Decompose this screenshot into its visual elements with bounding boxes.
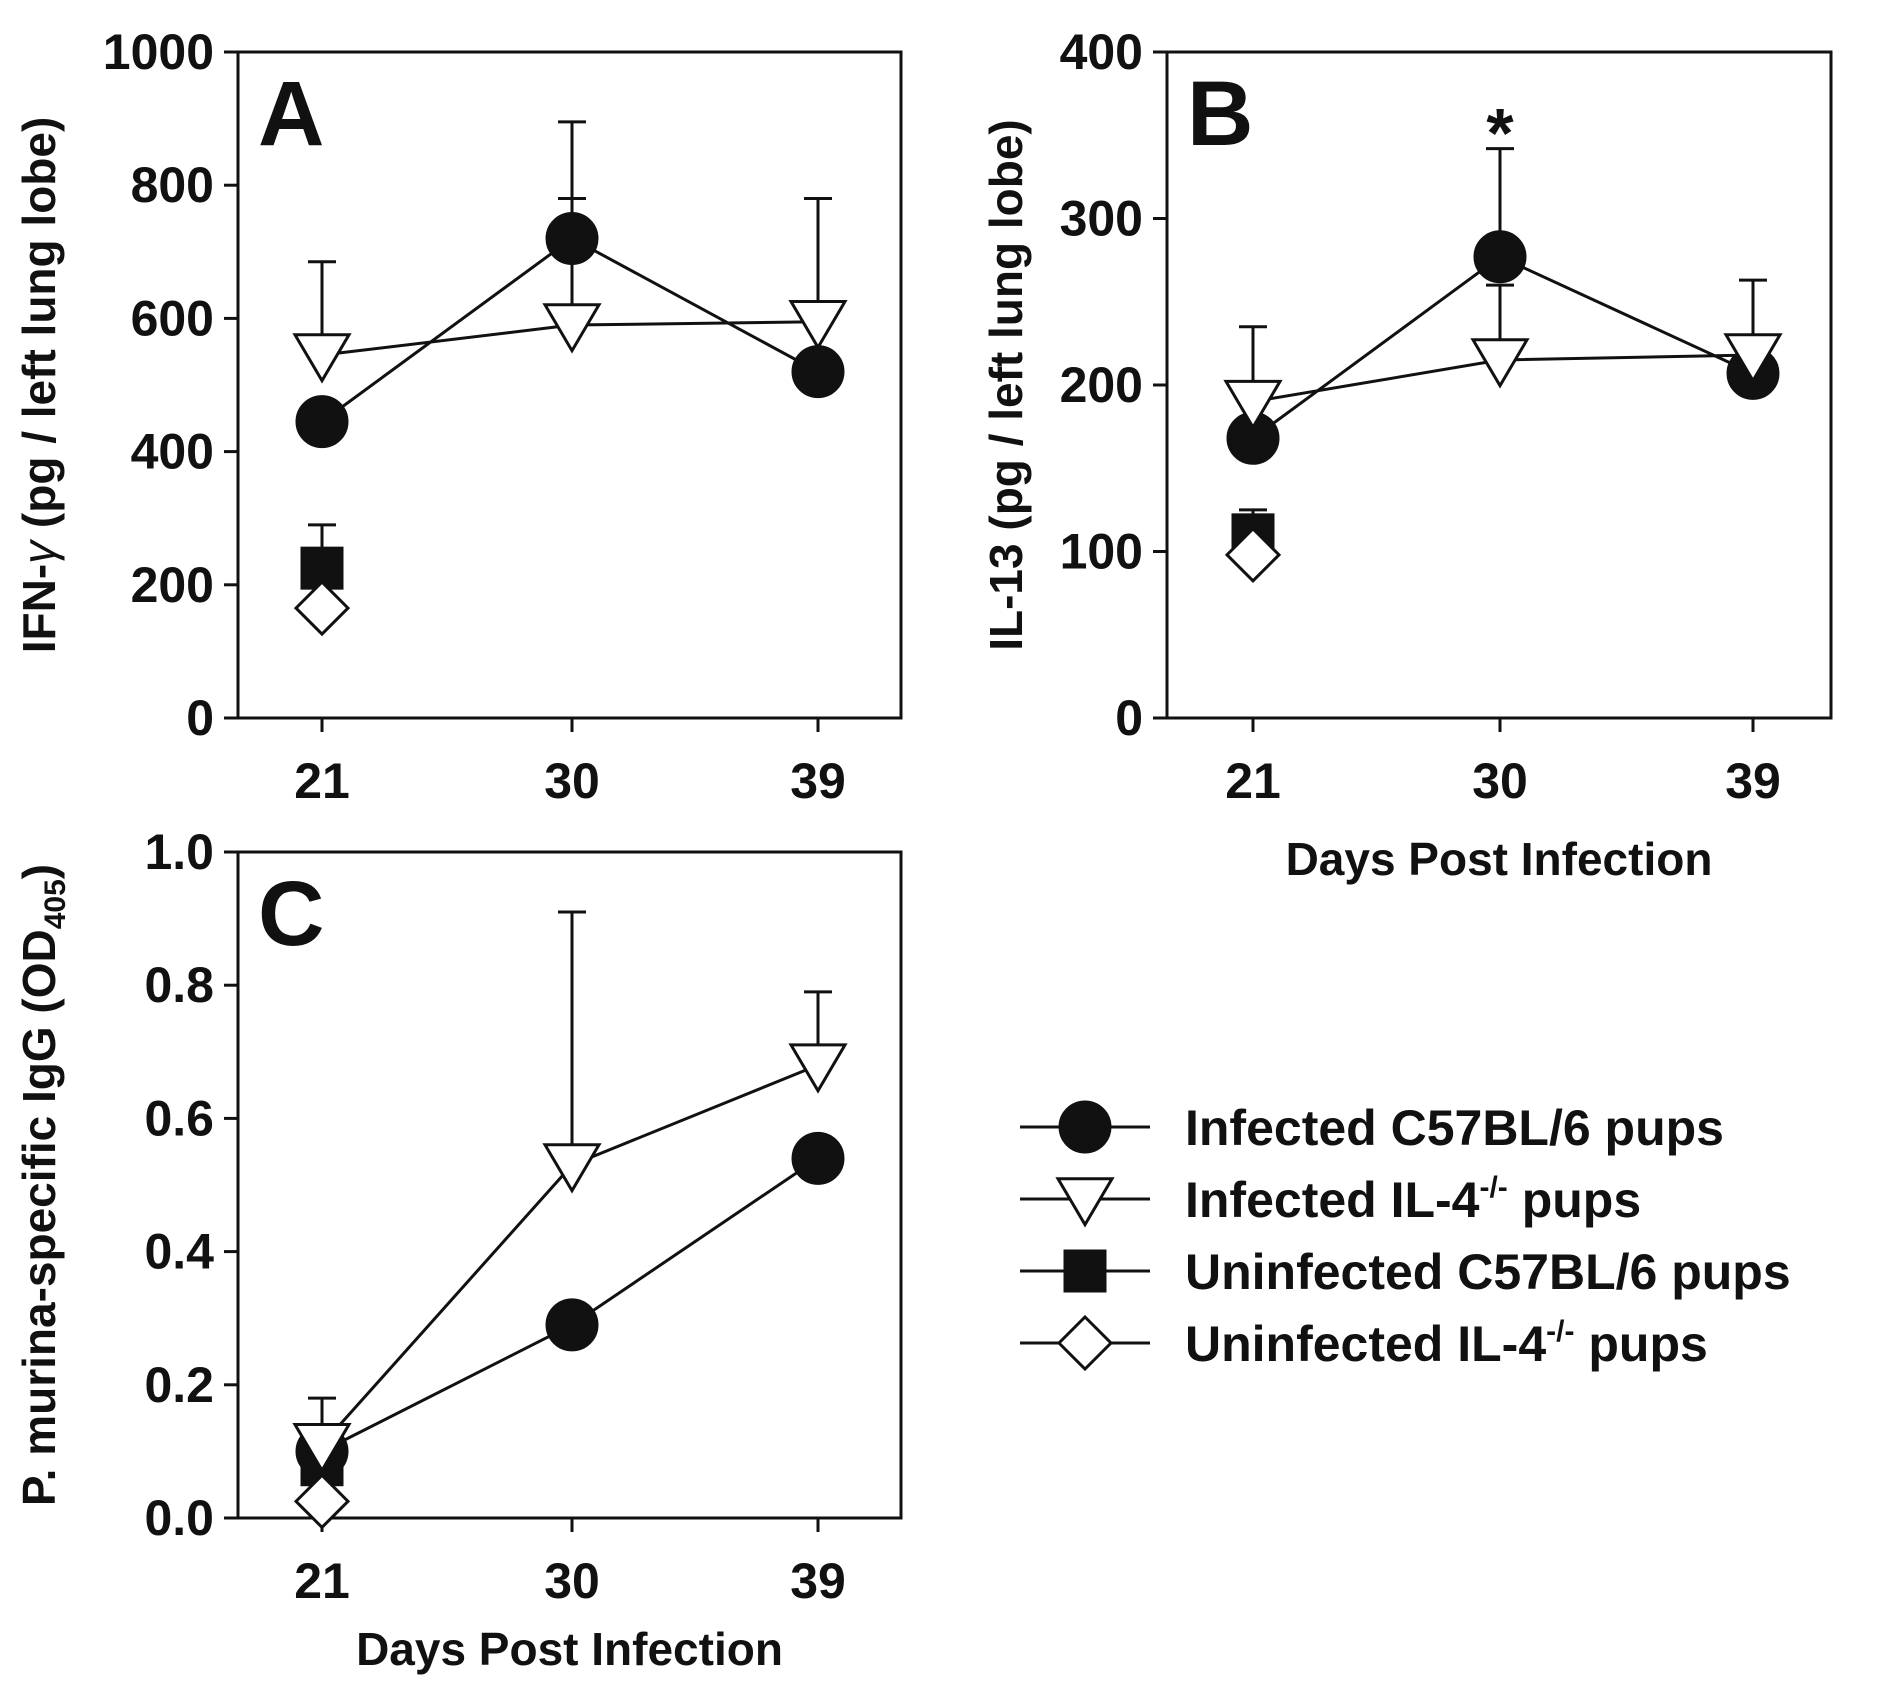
data-point-inf_il4 bbox=[788, 1043, 848, 1094]
y-tick-label: 0.0 bbox=[144, 1490, 214, 1546]
x-tick-label: 39 bbox=[790, 753, 846, 809]
y-tick-label: 400 bbox=[1060, 24, 1143, 80]
legend-label-text: Infected C57BL/6 pups bbox=[1185, 1100, 1724, 1156]
x-tick-label: 21 bbox=[294, 1553, 350, 1609]
data-point-uninf_il4 bbox=[1224, 526, 1282, 583]
x-tick-label: 39 bbox=[1725, 753, 1781, 809]
y-tick-label: 400 bbox=[131, 424, 214, 480]
legend-label-text: Uninfected IL-4 bbox=[1185, 1316, 1546, 1372]
legend-marker bbox=[1058, 1100, 1112, 1154]
y-axis-label-part: IFN- bbox=[13, 564, 65, 653]
x-axis-label: Days Post Infection bbox=[1286, 833, 1713, 885]
legend-label: Uninfected IL-4-/- pups bbox=[1185, 1315, 1708, 1372]
legend-label: Infected IL-4-/- pups bbox=[1185, 1171, 1641, 1228]
data-point-inf_c57 bbox=[295, 395, 349, 449]
x-tick-label: 21 bbox=[294, 753, 350, 809]
legend-label: Infected C57BL/6 pups bbox=[1185, 1100, 1724, 1156]
y-tick-label: 200 bbox=[1060, 357, 1143, 413]
plot-frame bbox=[236, 50, 903, 720]
legend-marker bbox=[1056, 1314, 1114, 1372]
y-tick-label: 0.8 bbox=[144, 957, 214, 1013]
y-axis-label-part: IL-13 (pg / left lung lobe) bbox=[980, 119, 1032, 651]
panel-letter: A bbox=[258, 63, 324, 165]
data-point-inf_il4 bbox=[292, 333, 352, 384]
y-tick-label: 0.6 bbox=[144, 1090, 214, 1146]
panel-b: 0 100 200 300 400 21 30 39 IL-13 (pg / left lung… bbox=[980, 24, 1833, 885]
x-axis-label: Days Post Infection bbox=[356, 1623, 783, 1675]
y-tick-label: 0 bbox=[1115, 690, 1143, 746]
legend-item-uninf_c57: Uninfected C57BL/6 pups bbox=[1020, 1244, 1791, 1300]
x-tick-label: 30 bbox=[544, 753, 600, 809]
legend-label-text: Uninfected C57BL/6 pups bbox=[1185, 1244, 1791, 1300]
legend-label-suffix: pups bbox=[1574, 1316, 1707, 1372]
legend-label-text: Infected IL-4 bbox=[1185, 1172, 1480, 1228]
legend-item-uninf_il4: Uninfected IL-4-/- pups bbox=[1020, 1314, 1708, 1372]
y-axis-label-part: 405 bbox=[39, 879, 72, 929]
legend-label: Uninfected C57BL/6 pups bbox=[1185, 1244, 1791, 1300]
y-tick-label: 0 bbox=[186, 690, 214, 746]
y-tick-label: 600 bbox=[131, 290, 214, 346]
y-axis-label: IFN-γ (pg / left lung lobe) bbox=[13, 117, 65, 654]
data-point-inf_il4 bbox=[1723, 333, 1783, 384]
y-axis-label-part: (pg / left lung lobe) bbox=[13, 117, 65, 541]
data-point-inf_c57 bbox=[545, 211, 599, 265]
panel-a: 0 200 400 600 800 1000 21 30 39 IFN-γ (pg / left … bbox=[13, 24, 903, 809]
y-tick-label: 0.4 bbox=[144, 1224, 214, 1280]
legend-marker bbox=[1063, 1249, 1107, 1293]
data-point-inf_il4 bbox=[788, 299, 848, 351]
y-tick-label: 200 bbox=[131, 557, 214, 613]
panel-letter: B bbox=[1187, 63, 1253, 165]
y-axis-label: P. murina-specific IgG (OD405) bbox=[13, 864, 72, 1506]
panel-letter: C bbox=[258, 863, 324, 965]
data-point-inf_c57 bbox=[1473, 230, 1527, 284]
series-line-inf_il4 bbox=[320, 1063, 819, 1446]
y-tick-label: 800 bbox=[131, 157, 214, 213]
y-axis-label-part: γ bbox=[13, 538, 65, 564]
y-tick-label: 1.0 bbox=[144, 824, 214, 880]
y-tick-label: 1000 bbox=[103, 24, 214, 80]
legend-label-superscript: -/- bbox=[1479, 1171, 1507, 1204]
plot-frame bbox=[236, 850, 903, 1520]
data-point-inf_il4 bbox=[542, 1143, 602, 1194]
legend-item-inf_il4: Infected IL-4-/- pups bbox=[1020, 1171, 1641, 1228]
data-point-inf_c57 bbox=[791, 1131, 845, 1185]
data-point-uninf_il4 bbox=[293, 1473, 351, 1530]
legend-label-suffix: pups bbox=[1508, 1172, 1641, 1228]
data-point-inf_il4 bbox=[292, 1422, 352, 1474]
data-point-uninf_il4 bbox=[293, 579, 351, 637]
panel-c: 0.0 0.2 0.4 0.6 0.8 1.0 21 30 39 P. murina-specif… bbox=[13, 824, 903, 1675]
legend-item-inf_c57: Infected C57BL/6 pups bbox=[1020, 1100, 1724, 1156]
data-point-inf_c57 bbox=[545, 1298, 599, 1352]
data-point-inf_c57 bbox=[791, 345, 845, 399]
x-tick-label: 21 bbox=[1225, 753, 1281, 809]
y-axis-label-part: P. murina-specific IgG (OD bbox=[13, 929, 65, 1506]
x-tick-label: 30 bbox=[544, 1553, 600, 1609]
y-tick-label: 300 bbox=[1060, 191, 1143, 247]
x-tick-label: 30 bbox=[1472, 753, 1528, 809]
y-tick-label: 100 bbox=[1060, 524, 1143, 580]
data-point-inf_il4 bbox=[1470, 338, 1530, 389]
y-tick-label: 0.2 bbox=[144, 1357, 214, 1413]
legend-label-superscript: -/- bbox=[1546, 1315, 1574, 1348]
x-tick-label: 39 bbox=[790, 1553, 846, 1609]
y-axis-label: IL-13 (pg / left lung lobe) bbox=[980, 119, 1032, 651]
legend-marker bbox=[1055, 1177, 1115, 1228]
data-point-inf_il4 bbox=[542, 303, 602, 354]
y-axis-label-part: ) bbox=[13, 864, 65, 879]
data-point-inf_il4 bbox=[1223, 379, 1283, 431]
